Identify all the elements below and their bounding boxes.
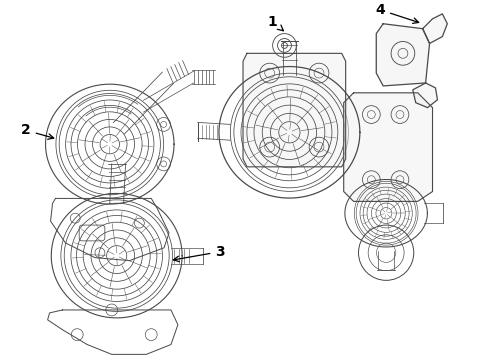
Text: 2: 2 xyxy=(21,123,54,139)
Polygon shape xyxy=(376,24,430,86)
Text: 3: 3 xyxy=(173,245,225,262)
Text: 4: 4 xyxy=(375,3,418,23)
Polygon shape xyxy=(243,53,345,167)
Text: 1: 1 xyxy=(268,15,283,31)
Polygon shape xyxy=(413,83,438,108)
Polygon shape xyxy=(423,14,447,44)
Polygon shape xyxy=(343,93,433,201)
